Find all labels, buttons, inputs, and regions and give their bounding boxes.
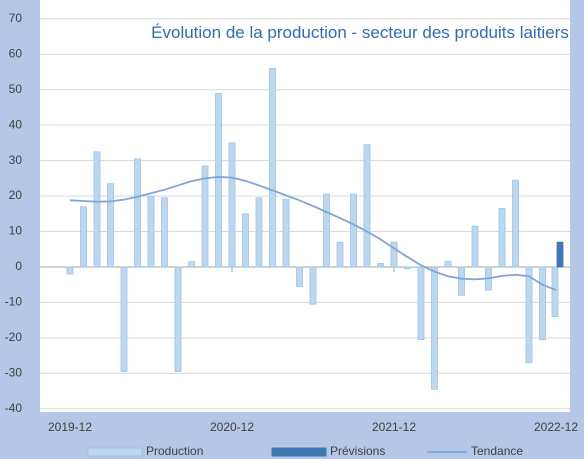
y-tick-label: 40 — [9, 117, 23, 131]
bar — [444, 261, 452, 268]
bar — [66, 266, 74, 275]
bar — [458, 266, 465, 296]
bar — [309, 266, 317, 305]
bar — [228, 142, 236, 268]
bar — [282, 199, 290, 268]
x-tick-label: 2022-12 — [534, 420, 578, 434]
x-tick-label: 2021-12 — [372, 420, 416, 434]
bar — [431, 266, 438, 390]
legend-label: Production — [146, 444, 203, 458]
bar — [512, 179, 519, 268]
y-tick-label: -30 — [5, 366, 23, 380]
legend-label: Tendance — [471, 444, 523, 458]
y-tick-label: 30 — [9, 153, 23, 167]
bar — [80, 206, 87, 268]
bar — [107, 183, 114, 268]
y-tick-label: 50 — [9, 82, 23, 96]
bar — [350, 193, 357, 268]
x-tick-label: 2020-12 — [210, 420, 254, 434]
y-tick-label: 10 — [9, 224, 23, 238]
trend-line — [69, 176, 557, 291]
legend-label: Prévisions — [330, 444, 385, 458]
bar — [556, 241, 564, 268]
bar — [201, 165, 209, 268]
bar — [377, 263, 384, 268]
y-tick-label: 70 — [9, 11, 23, 25]
bar — [147, 195, 155, 268]
y-tick-label: 60 — [9, 46, 23, 60]
bar — [404, 266, 411, 270]
bar — [539, 266, 546, 341]
bar — [525, 266, 533, 364]
bar — [188, 261, 195, 268]
legend-swatch — [87, 447, 143, 457]
bar — [336, 241, 344, 268]
y-tick-label: -40 — [5, 401, 23, 415]
plot-area — [40, 0, 570, 412]
y-tick-label: 0 — [15, 259, 22, 273]
bar — [471, 225, 479, 268]
y-tick-label: 20 — [9, 188, 23, 202]
bar — [242, 213, 249, 268]
y-tick-label: -20 — [5, 330, 23, 344]
bar — [134, 158, 141, 268]
bar — [551, 266, 559, 318]
x-tick-label: 2019-12 — [48, 420, 92, 434]
bar — [390, 241, 398, 268]
bar — [363, 144, 371, 268]
bar — [255, 197, 263, 268]
legend-swatch — [271, 447, 327, 457]
bar — [498, 208, 506, 268]
bar — [174, 266, 182, 372]
chart-title: Évolution de la production - secteur des… — [151, 23, 569, 42]
bar — [120, 266, 128, 372]
bar — [417, 266, 425, 341]
bar — [161, 197, 168, 268]
y-tick-label: -10 — [5, 295, 23, 309]
bar — [215, 92, 222, 268]
bar — [269, 68, 276, 268]
bar — [296, 266, 303, 287]
bar — [93, 151, 101, 268]
bar — [323, 193, 330, 268]
